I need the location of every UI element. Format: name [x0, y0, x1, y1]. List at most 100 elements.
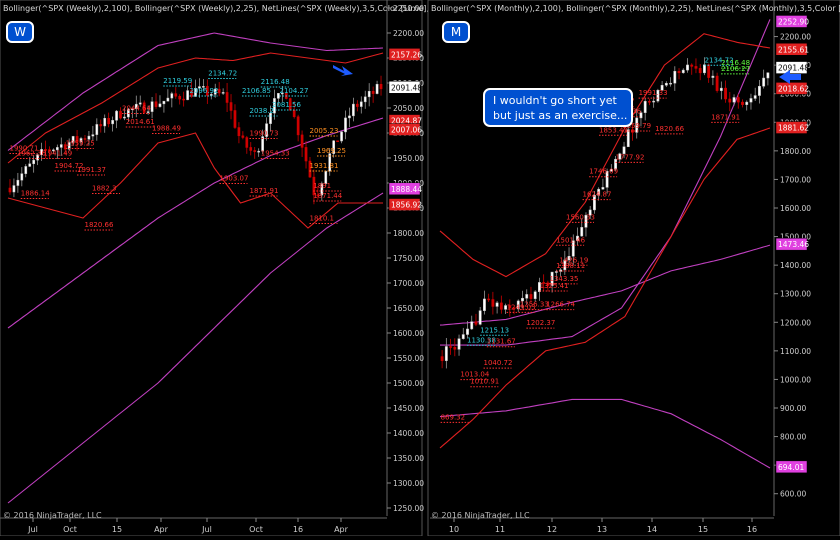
up-candle[interactable] — [273, 98, 276, 114]
down-candle[interactable] — [336, 140, 339, 143]
up-candle[interactable] — [138, 102, 142, 105]
down-candle[interactable] — [225, 92, 229, 103]
up-candle[interactable] — [580, 227, 584, 237]
up-candle[interactable] — [67, 142, 71, 150]
up-candle[interactable] — [52, 149, 55, 152]
up-candle[interactable] — [32, 159, 35, 165]
up-candle[interactable] — [332, 140, 335, 154]
down-candle[interactable] — [233, 110, 237, 128]
up-candle[interactable] — [516, 300, 520, 310]
weekly-time-axis[interactable]: Jul Oct 15 Apr Jul Oct 16 Apr — [0, 517, 387, 534]
price-tag[interactable] — [775, 82, 808, 95]
up-candle[interactable] — [221, 92, 225, 94]
up-candle[interactable] — [71, 136, 75, 143]
up-candle[interactable] — [635, 117, 639, 133]
down-candle[interactable] — [63, 144, 67, 150]
up-candle[interactable] — [359, 101, 363, 107]
down-candle[interactable] — [648, 101, 651, 103]
up-candle[interactable] — [111, 120, 114, 125]
up-candle[interactable] — [348, 115, 351, 119]
up-candle[interactable] — [584, 214, 588, 228]
up-candle[interactable] — [91, 134, 95, 137]
up-candle[interactable] — [758, 85, 761, 96]
down-candle[interactable] — [542, 282, 546, 284]
up-candle[interactable] — [753, 95, 757, 99]
down-candle[interactable] — [119, 110, 122, 119]
up-candle[interactable] — [367, 90, 371, 98]
monthly-timeframe-badge[interactable] — [442, 21, 470, 43]
monthly-time-axis[interactable]: 10 11 12 13 14 15 16 — [430, 517, 774, 534]
up-candle[interactable] — [56, 147, 59, 151]
up-candle[interactable] — [673, 70, 677, 84]
down-candle[interactable] — [312, 176, 316, 196]
up-candle[interactable] — [533, 291, 537, 299]
down-candle[interactable] — [694, 66, 698, 69]
up-candle[interactable] — [669, 82, 672, 85]
up-candle[interactable] — [749, 98, 753, 103]
down-candle[interactable] — [741, 101, 744, 105]
up-candle[interactable] — [470, 321, 474, 330]
up-candle[interactable] — [681, 69, 685, 74]
down-candle[interactable] — [99, 124, 103, 127]
up-candle[interactable] — [24, 166, 28, 174]
down-candle[interactable] — [229, 102, 233, 111]
up-candle[interactable] — [340, 131, 343, 142]
price-tag[interactable] — [388, 123, 421, 136]
up-candle[interactable] — [495, 302, 499, 307]
up-candle[interactable] — [202, 86, 205, 88]
down-candle[interactable] — [308, 160, 312, 178]
up-candle[interactable] — [12, 185, 16, 193]
up-candle[interactable] — [131, 108, 134, 110]
up-candle[interactable] — [363, 96, 367, 103]
up-candle[interactable] — [622, 146, 626, 154]
price-tag[interactable] — [388, 182, 421, 196]
down-candle[interactable] — [178, 96, 182, 100]
up-candle[interactable] — [711, 75, 715, 78]
price-tag[interactable] — [388, 48, 421, 61]
price-tag[interactable] — [775, 460, 808, 474]
up-candle[interactable] — [605, 171, 609, 188]
up-candle[interactable] — [40, 149, 43, 155]
down-candle[interactable] — [48, 149, 51, 151]
up-candle[interactable] — [639, 112, 643, 119]
price-tag[interactable] — [775, 61, 808, 74]
up-candle[interactable] — [656, 89, 660, 102]
down-candle[interactable] — [217, 88, 221, 94]
down-candle[interactable] — [316, 194, 320, 197]
up-candle[interactable] — [571, 240, 575, 257]
down-candle[interactable] — [487, 298, 491, 301]
up-candle[interactable] — [261, 136, 264, 152]
down-candle[interactable] — [736, 97, 740, 103]
up-candle[interactable] — [115, 110, 118, 121]
down-candle[interactable] — [44, 149, 47, 151]
up-candle[interactable] — [352, 103, 355, 117]
down-candle[interactable] — [292, 109, 296, 117]
up-candle[interactable] — [554, 271, 558, 273]
monthly-chart-panel[interactable]: Bollinger(^SPX (Monthly),2,100), Bolling… — [427, 0, 840, 537]
down-candle[interactable] — [300, 134, 304, 148]
up-candle[interactable] — [87, 135, 91, 140]
weekly-chart-panel[interactable]: Bollinger(^SPX (Weekly),2,100), Bollinge… — [0, 0, 457, 537]
up-candle[interactable] — [257, 150, 260, 153]
up-candle[interactable] — [521, 297, 524, 302]
price-tag[interactable] — [775, 43, 808, 56]
down-candle[interactable] — [75, 136, 79, 143]
price-tag[interactable] — [775, 237, 808, 251]
up-candle[interactable] — [213, 88, 217, 95]
up-candle[interactable] — [146, 111, 150, 113]
up-candle[interactable] — [719, 87, 723, 91]
down-candle[interactable] — [237, 127, 241, 137]
down-candle[interactable] — [529, 294, 533, 299]
up-candle[interactable] — [664, 82, 668, 86]
down-candle[interactable] — [253, 150, 257, 152]
up-candle[interactable] — [123, 116, 126, 119]
up-candle[interactable] — [103, 118, 107, 127]
down-candle[interactable] — [356, 103, 359, 107]
down-candle[interactable] — [698, 68, 702, 74]
down-candle[interactable] — [546, 282, 550, 286]
up-candle[interactable] — [162, 100, 166, 105]
up-candle[interactable] — [28, 163, 32, 167]
up-candle[interactable] — [36, 154, 39, 161]
down-candle[interactable] — [206, 86, 209, 96]
